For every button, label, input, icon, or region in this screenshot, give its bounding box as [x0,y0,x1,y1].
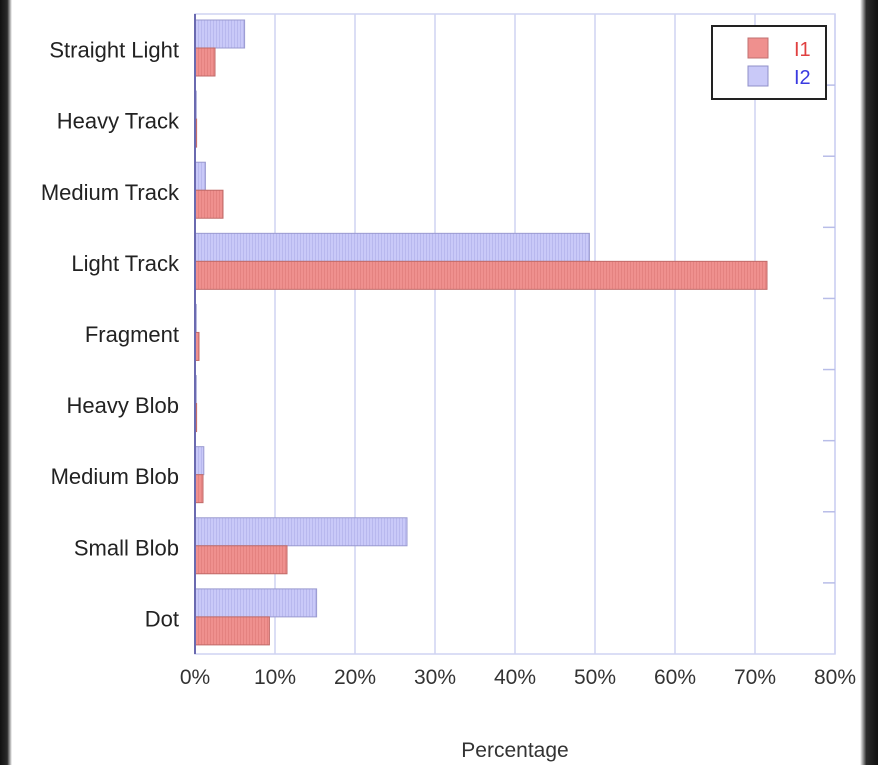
category-label-heavy-blob: Heavy Blob [66,393,179,418]
bar-i1-medium-blob [194,474,204,504]
left-dark-border [0,0,12,765]
x-tick-label: 20% [334,666,376,689]
category-labels: Straight Light Heavy Track Medium Track Lig… [41,38,180,632]
category-label-light-track: Light Track [71,251,180,276]
legend-swatch-i2 [747,65,769,87]
category-label-small-blob: Small Blob [74,535,179,560]
category-label-medium-blob: Medium Blob [51,464,179,489]
x-tick-label: 70% [734,666,776,689]
grid-lines [194,14,836,654]
bar-i1-straight-light [194,47,216,77]
x-axis-title: Percentage [461,739,568,762]
bar-i1-small-blob [194,545,288,575]
category-label-dot: Dot [145,606,179,631]
bar-i2-light-track [194,232,590,262]
bars [194,19,768,646]
x-tick-label: 30% [414,666,456,689]
bar-i2-straight-light [194,19,246,49]
bar-i1-light-track [194,260,768,290]
x-tick-label: 80% [814,666,856,689]
bar-i1-medium-track [194,189,224,219]
x-tick-label: 60% [654,666,696,689]
bar-i2-medium-track [194,161,206,191]
x-tick-label: 40% [494,666,536,689]
legend-box [711,25,827,100]
x-tick-label: 10% [254,666,296,689]
bar-i2-small-blob [194,517,408,547]
category-label-medium-track: Medium Track [41,180,180,205]
bar-i2-dot [194,588,318,618]
legend: I1 I2 [711,25,827,100]
legend-swatch-i1 [747,37,769,59]
x-tick-labels: 0% 10% 20% 30% 40% 50% 60% 70% 80% [180,666,856,689]
right-dark-border [860,0,878,765]
category-label-straight-light: Straight Light [49,38,179,63]
legend-label-i2: I2 [794,67,811,89]
x-tick-label: 0% [180,666,210,689]
category-label-heavy-track: Heavy Track [57,109,180,134]
bar-i1-dot [194,616,270,646]
axes [194,13,836,655]
category-label-fragment: Fragment [85,322,179,347]
legend-label-i1: I1 [794,39,811,61]
bar-i2-medium-blob [194,446,205,476]
x-tick-label: 50% [574,666,616,689]
